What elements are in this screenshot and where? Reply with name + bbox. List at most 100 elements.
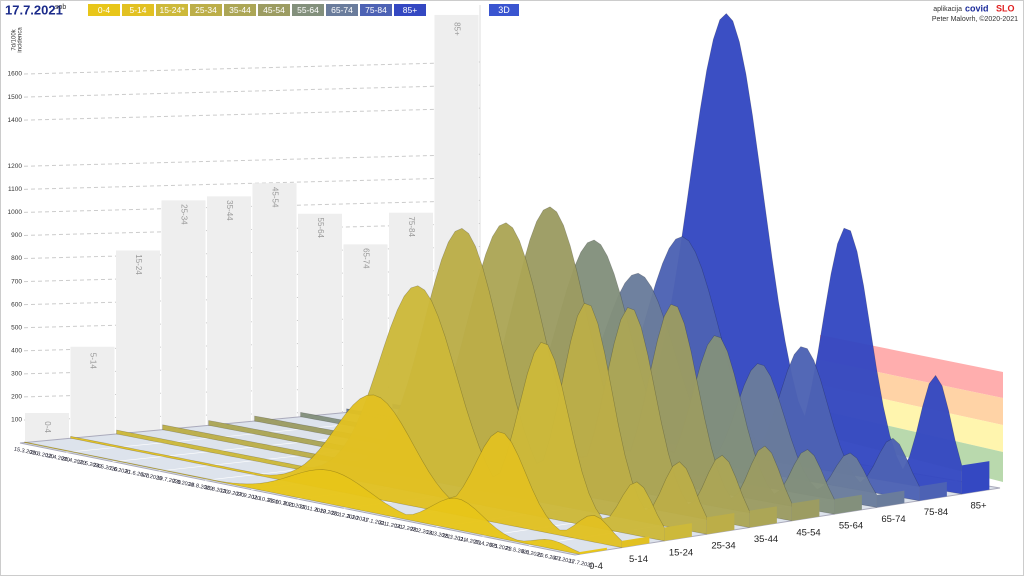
date-label: 20.6.2021 [537,552,562,563]
ridge-front [961,461,990,495]
date-label: 30.8.2020 [204,485,229,496]
credit-app-b: SLO [996,3,1015,13]
wall-label: 45-54 [270,187,279,208]
x-tick-label: 25-34 [711,541,735,552]
wall-label: 75-84 [407,216,416,237]
legend-button[interactable] [258,4,290,16]
credit-app-a: covid [965,3,989,13]
legend-label: 15-24* [159,5,185,15]
x-tick-label: 45-54 [796,527,820,538]
x-tick-label: 55-64 [839,521,863,532]
y-label: 7d/100k [12,28,18,50]
mode-button[interactable] [489,4,519,16]
wall-bar [298,213,342,419]
legend-button[interactable] [360,4,392,16]
wall-label: 25-34 [179,204,188,225]
y-tick-label: 1000 [8,209,23,216]
y-tick-label: 1200 [8,163,23,170]
date-label: 23.5.2021 [505,546,530,557]
date-label: 6.6.2021 [521,549,543,559]
date-label: 10.5.2020 [77,459,102,470]
y-tick-label: 300 [11,371,22,378]
ridge-front [834,494,862,515]
y-tick-label: 1100 [8,186,22,193]
x-tick-label: 65-74 [881,514,905,525]
legend-label: 85+ [403,5,417,15]
grid-line [23,199,481,213]
date-label: 7.6.2020 [108,466,130,476]
ridge-front [876,490,905,508]
wall-bar [207,196,251,427]
grid-line [23,84,481,98]
date-label: 2.8.2020 [172,479,194,489]
legend-button[interactable] [224,4,256,16]
ridge-front [749,506,777,528]
y-label: incidenca [18,27,24,53]
date-label: 20.12.2020 [330,511,358,522]
y-tick-label: 1600 [8,71,23,78]
legend-label: 45-54 [263,5,285,15]
y-tick-label: 900 [11,232,22,239]
legend-button[interactable] [394,4,426,16]
date-label: 25.4.2021 [473,539,498,550]
x-tick-label: 85+ [970,501,987,512]
credit-prefix: aplikacija [933,6,962,13]
date-label: 24.5.2020 [93,463,118,474]
x-tick-label: 0-4 [589,561,603,572]
x-tick-label: 15-24 [669,547,693,558]
mode-label: 3D [498,5,510,15]
x-tick-label: 35-44 [754,534,778,545]
grid-line [23,153,481,167]
date-label: 14.2.2021 [394,523,419,534]
date-label: 11.4.2021 [457,536,482,547]
legend-button[interactable] [190,4,222,16]
date-label: 21.6.2020 [124,469,149,480]
date-label: 31.1.2021 [378,520,403,531]
date-label: 12.4.2020 [45,453,70,464]
y-tick-label: 400 [11,347,22,354]
y-tick-label: 200 [11,394,22,401]
x-tick-label: 75-84 [924,507,948,518]
date-label: 29.3.2020 [29,450,54,461]
legend-label: 5-14 [129,5,146,15]
date-label: 22.11.2020 [299,504,327,515]
date-label: 16.8.2020 [188,482,213,493]
date-label: 8.11.2020 [283,501,308,512]
credit-author: Peter Malovrh, ©2020-2021 [932,15,1018,23]
date-label: 15.3.2020 [13,447,38,458]
date-label: 9.5.2021 [489,543,511,553]
legend-button[interactable] [326,4,358,16]
x-tick-label: 5-14 [629,554,648,565]
date-label: 25.10.2020 [267,498,295,509]
date-label: 13.9.2020 [219,488,244,499]
date-label: 5.7.2020 [140,472,162,482]
wall-label: 85+ [452,22,461,36]
grid-line [23,61,481,75]
wall-bar [25,413,69,443]
legend-button[interactable] [122,4,154,16]
legend-label: 25-34 [195,5,217,15]
legend-button[interactable] [292,4,324,16]
wall-label: 65-74 [361,248,370,269]
y-tick-label: 1500 [8,94,23,101]
wall-label: 55-64 [316,218,325,239]
wall-label: 15-24 [134,254,143,275]
date-label: 26.4.2020 [61,456,86,467]
date-label: 14.3.2021 [426,530,451,541]
date-label: 28.3.2021 [441,533,466,544]
legend-label: 0-4 [98,5,111,15]
legend-button[interactable] [88,4,120,16]
date-label: 6.12.2020 [315,507,340,518]
date-label: 3.1.2021 [346,514,368,524]
date: 17.7.2021 [5,2,63,17]
legend-button[interactable] [156,4,188,16]
legend-label: 35-44 [229,5,251,15]
ridge-front [791,498,820,521]
date-label: 11.10.2020 [251,495,279,506]
wall-label: 35-44 [225,200,234,221]
grid-line [23,107,481,121]
y-tick-label: 500 [11,324,22,331]
wall-label: 5-14 [88,353,97,370]
wall-bar [252,183,297,423]
ridge-front [664,523,692,541]
